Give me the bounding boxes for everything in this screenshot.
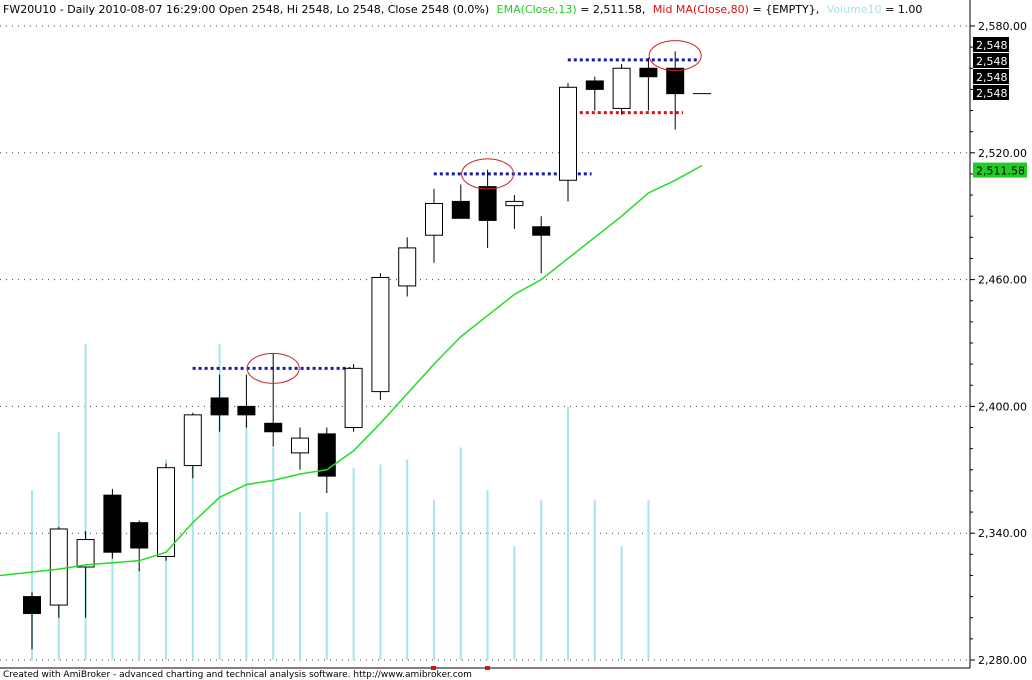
volume-legend-label: Volume10 — [827, 3, 882, 16]
symbol-info: FW20U10 - Daily 2010-08-07 16:29:00 Open… — [3, 3, 489, 16]
ema-line — [0, 164, 703, 577]
bearish-candle — [585, 80, 604, 90]
bearish-candle — [130, 522, 149, 549]
y-tick-label: 2,280.00 — [978, 654, 1027, 667]
bullish-candle — [344, 367, 363, 429]
bearish-candle — [264, 422, 283, 433]
highlight-ellipse — [648, 40, 702, 72]
price-axis: 2,580.00 2,520.00 2,460.00 2,400.00 2,340.00… — [970, 20, 1027, 667]
chart-header: FW20U10 - Daily 2010-08-07 16:29:00 Open… — [3, 3, 922, 16]
price-tag — [973, 53, 1009, 68]
ema-layer — [0, 164, 703, 577]
bullish-candle — [49, 528, 68, 606]
ema-legend-label: EMA(Close,13) — [497, 3, 577, 16]
y-tick-label: 2,460.00 — [978, 274, 1027, 287]
volume-layer — [31, 343, 650, 660]
time-marker — [485, 666, 490, 670]
volume-legend-value: = 1.00 — [885, 3, 922, 16]
bearish-candle — [317, 433, 336, 477]
bearish-candle — [532, 226, 551, 236]
bullish-candle — [157, 467, 175, 557]
ema-legend-value: = 2,511.58, — [580, 3, 645, 16]
bullish-candle — [183, 414, 202, 467]
highlight-ellipse — [461, 158, 515, 190]
y-tick-label: 2,340.00 — [978, 527, 1027, 540]
bullish-candle — [371, 276, 390, 393]
ema-tag-label: 2,511.58 — [976, 165, 1025, 178]
price-tag-label: 2,548 — [976, 55, 1008, 68]
footer-credit: Created with AmiBroker - advanced charti… — [3, 670, 472, 680]
bearish-candle — [478, 186, 497, 221]
bearish-candle — [210, 397, 229, 416]
bearish-candle — [666, 67, 685, 95]
bearish-candle — [23, 596, 41, 615]
candle-layer — [23, 51, 711, 650]
ellipse-layer — [246, 40, 702, 384]
y-tick-label: 2,520.00 — [978, 147, 1027, 160]
ma-legend-value: = {EMPTY}, — [752, 3, 819, 16]
bullish-candle — [505, 200, 524, 207]
bearish-candle — [639, 67, 658, 78]
bearish-candle — [103, 494, 122, 553]
time-marker — [431, 666, 436, 670]
bullish-candle — [398, 247, 417, 287]
bullish-candle — [425, 203, 443, 236]
price-tag — [973, 85, 1009, 100]
y-tick-label: 2,580.00 — [978, 20, 1027, 33]
ma-legend-label: Mid MA(Close,80) — [653, 3, 749, 16]
price-tags: 2,548 2,548 2,548 2,548 2,511.58 — [973, 37, 1027, 178]
bearish-candle — [451, 200, 470, 219]
price-tag — [973, 69, 1009, 84]
bullish-candle — [559, 86, 577, 181]
bullish-candle — [612, 67, 631, 109]
price-tag-label: 2,548 — [976, 87, 1008, 100]
price-tag — [973, 37, 1009, 52]
bullish-candle — [291, 437, 309, 454]
price-tag-label: 2,548 — [976, 71, 1008, 84]
bullish-candle — [76, 539, 95, 568]
level-layer — [192, 58, 699, 370]
ema-tag — [973, 162, 1027, 178]
y-tick-label: 2,400.00 — [978, 400, 1027, 413]
price-tag-label: 2,548 — [976, 39, 1008, 52]
bearish-candle — [237, 405, 256, 416]
highlight-ellipse — [246, 352, 300, 384]
